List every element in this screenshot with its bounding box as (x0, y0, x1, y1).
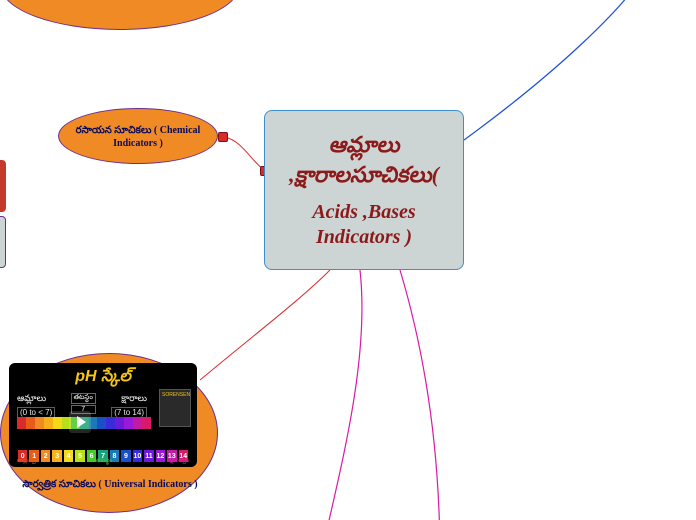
ph-left-label: ఆమ్లాలు (17, 393, 55, 406)
ph-bottom-legend: అమ్లత్వం తటస్థం క్షారత్వం (17, 457, 189, 465)
central-title-en: Acids ,Bases Indicators ) (273, 200, 455, 250)
edge (200, 270, 330, 380)
edge (464, 0, 640, 140)
node-label: రసాయన సూచికలు ( Chemical Indicators ) (63, 124, 213, 149)
node-chemical-indicators[interactable]: రసాయన సూచికలు ( Chemical Indicators ) (58, 108, 218, 164)
partial-node-top (0, 0, 240, 30)
edge (320, 270, 362, 520)
connector-port (218, 132, 228, 142)
partial-node-left-1 (0, 160, 6, 212)
ph-scale-card[interactable]: pH స్కేల్ SORENSEN ఆమ్లాలు (0 to < 7) తట… (9, 363, 197, 467)
partial-node-left-2 (0, 216, 6, 268)
node-universal-label: సార్వత్రిక సూచికలు ( Universal Indicator… (20, 478, 200, 492)
ph-mid-top: తటస్థం (71, 393, 96, 404)
mindmap-canvas: { "central": { "title_te": "ఆమ్లాలు ,క్ష… (0, 0, 696, 520)
play-icon[interactable] (69, 411, 91, 433)
edge (400, 270, 440, 520)
central-node[interactable]: ఆమ్లాలు ,క్షారాలసూచికలు( Acids ,Bases In… (264, 110, 464, 270)
central-title-te: ఆమ్లాలు ,క్షారాలసూచికలు( (273, 130, 455, 189)
ph-title: pH స్కేల్ (9, 367, 197, 389)
sorensen-image: SORENSEN (159, 389, 191, 427)
ph-right-label: క్షారాలు (111, 393, 147, 406)
